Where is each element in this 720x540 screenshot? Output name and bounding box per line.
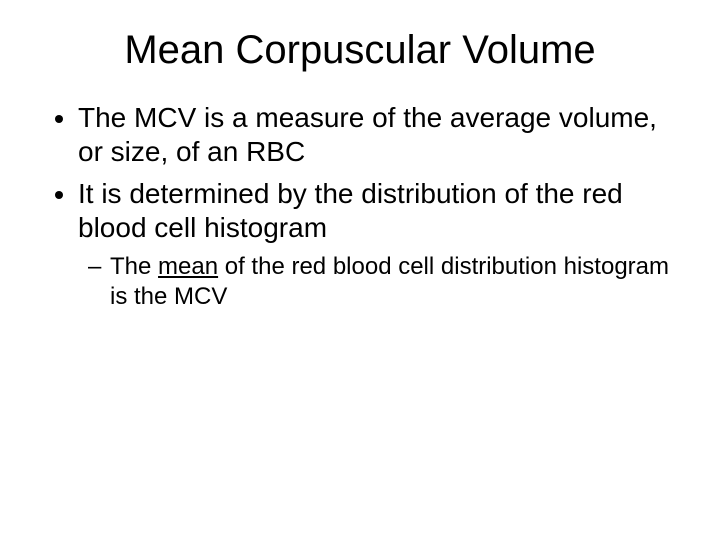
slide: Mean Corpuscular Volume The MCV is a mea… [0,0,720,540]
bullet-item: It is determined by the distribution of … [78,177,670,311]
sub-bullet-item: The mean of the red blood cell distribut… [110,252,670,312]
sub-bullet-prefix: The [110,253,158,280]
sub-bullet-underlined: mean [158,253,218,280]
bullet-text: It is determined by the distribution of … [78,178,623,243]
bullet-list: The MCV is a measure of the average volu… [50,101,670,312]
slide-title: Mean Corpuscular Volume [50,28,670,73]
bullet-item: The MCV is a measure of the average volu… [78,101,670,169]
sub-bullet-list: The mean of the red blood cell distribut… [78,252,670,312]
